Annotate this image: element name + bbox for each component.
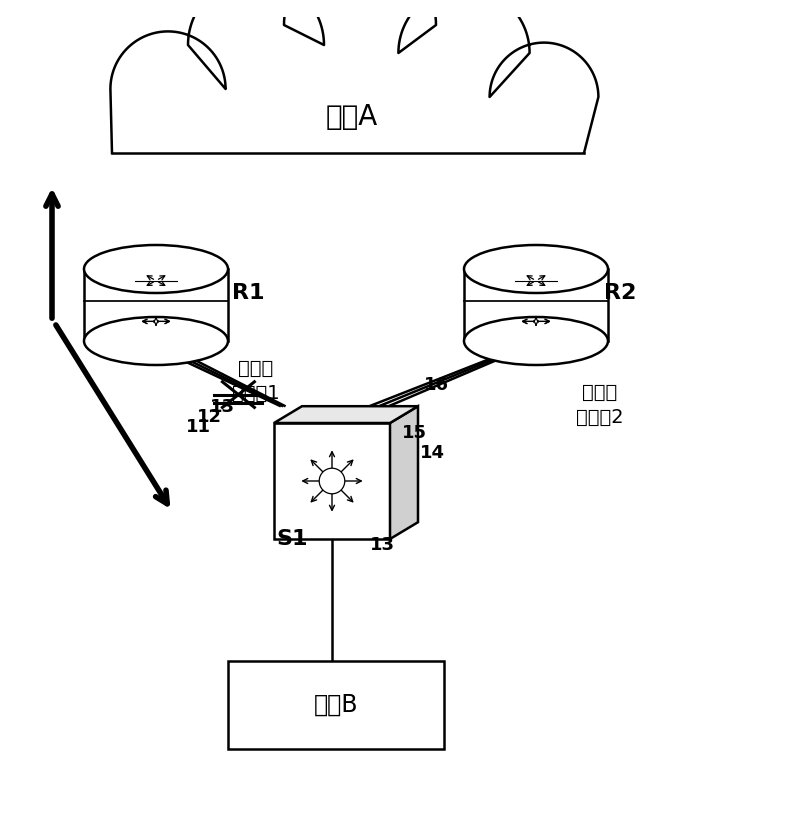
Text: 12: 12 — [197, 408, 222, 426]
Text: R2: R2 — [604, 283, 636, 303]
Text: 备用聚
合链路2: 备用聚 合链路2 — [576, 383, 624, 427]
Text: 13: 13 — [370, 536, 395, 554]
Text: 16: 16 — [423, 376, 449, 394]
Text: 14: 14 — [419, 444, 445, 462]
Text: S1: S1 — [276, 529, 307, 549]
Ellipse shape — [464, 317, 608, 365]
Polygon shape — [390, 406, 418, 539]
Bar — [274, 423, 390, 539]
Text: 13: 13 — [210, 398, 235, 415]
Text: 15: 15 — [402, 424, 427, 442]
Text: 网络B: 网络B — [314, 693, 358, 717]
Ellipse shape — [464, 245, 608, 293]
Polygon shape — [110, 0, 598, 153]
Text: 主用聚
合链路1: 主用聚 合链路1 — [232, 359, 280, 403]
Bar — [464, 269, 608, 341]
Text: 网络A: 网络A — [326, 103, 378, 131]
Circle shape — [319, 468, 345, 494]
Ellipse shape — [84, 245, 228, 293]
Bar — [84, 269, 228, 341]
Text: 11: 11 — [186, 418, 211, 435]
Text: R1: R1 — [232, 283, 265, 303]
Bar — [228, 661, 444, 749]
Ellipse shape — [84, 317, 228, 365]
Polygon shape — [274, 406, 418, 423]
